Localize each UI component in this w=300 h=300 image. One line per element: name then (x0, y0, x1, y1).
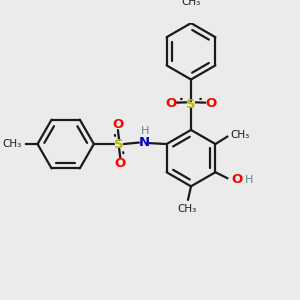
Text: N: N (139, 136, 150, 149)
Text: O: O (206, 97, 217, 110)
Text: H: H (141, 126, 150, 136)
Text: CH₃: CH₃ (231, 130, 250, 140)
Text: CH₃: CH₃ (182, 0, 201, 7)
Text: O: O (115, 157, 126, 170)
Text: O: O (165, 97, 176, 110)
Text: O: O (112, 118, 124, 131)
Text: H: H (244, 175, 253, 184)
Text: S: S (114, 137, 124, 151)
Text: O: O (232, 173, 243, 186)
Text: CH₃: CH₃ (2, 139, 21, 149)
Text: CH₃: CH₃ (178, 204, 197, 214)
Text: S: S (186, 98, 196, 111)
